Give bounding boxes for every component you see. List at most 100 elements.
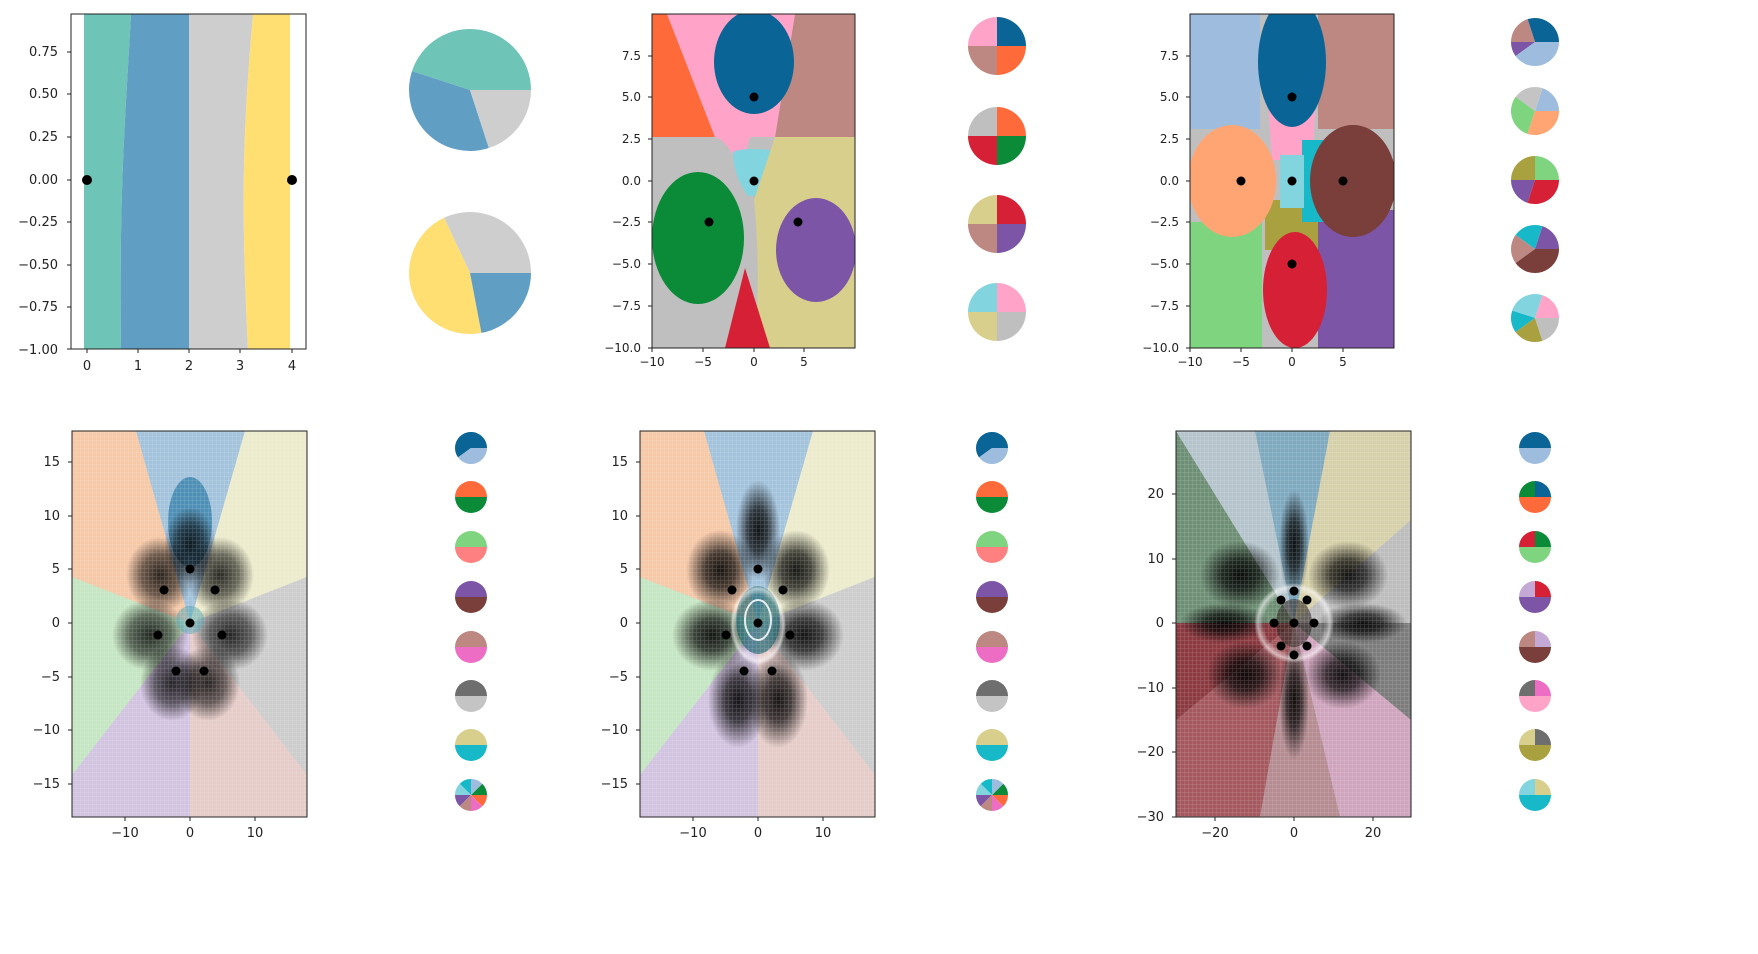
y-tick-label: −5.0 [1150, 257, 1179, 271]
legend-pie [1519, 680, 1551, 712]
pie-slice [1535, 680, 1551, 696]
y-tick-label: −10 [33, 723, 60, 738]
legend-pie [976, 481, 1008, 513]
legend-pie [1519, 531, 1551, 563]
y-tick-label: 2.5 [622, 132, 641, 146]
pie-slice [1519, 745, 1551, 761]
data-point [1276, 595, 1286, 605]
x-tick-label: 5 [1339, 355, 1347, 369]
pie-slice [1511, 42, 1535, 57]
legend-pie [1510, 86, 1559, 136]
pie-slice [1511, 156, 1535, 180]
data-point [749, 176, 759, 186]
legend-pie [1511, 17, 1559, 67]
pie-slice [1527, 17, 1559, 42]
pie-slice [997, 17, 1026, 46]
pie-slice [1535, 631, 1551, 647]
pie-slice [455, 481, 487, 497]
y-tick-label: −2.5 [612, 215, 641, 229]
plot-area [1176, 431, 1411, 817]
pie-slice [455, 783, 471, 795]
legend-pie [1510, 293, 1559, 343]
pie-slice [976, 547, 1008, 563]
data-point [153, 630, 163, 640]
x-tick-label: −10 [679, 826, 706, 841]
data-point [727, 585, 737, 595]
data-point [82, 175, 92, 185]
data-point [721, 630, 731, 640]
pie-slice [1527, 180, 1559, 205]
x-tick-label: 1 [134, 359, 142, 374]
pie-slice [997, 46, 1026, 75]
pie-slice [470, 90, 531, 149]
pie-slice [455, 795, 471, 807]
legend-pie [1519, 729, 1551, 761]
pie-slice [1515, 318, 1543, 343]
pie-slice [1535, 295, 1559, 318]
pie-slice [455, 597, 487, 613]
y-tick-label: 5.0 [622, 90, 641, 104]
pie-slice [455, 431, 487, 458]
y-tick-label: −15 [33, 777, 60, 792]
data-point [753, 564, 763, 574]
legend-pie [409, 212, 531, 334]
legend-pie [976, 680, 1008, 712]
x-axis: −10 −5 0 5 [1177, 348, 1347, 369]
pie-slice [1535, 481, 1551, 497]
y-tick-label: 20 [1147, 487, 1164, 502]
y-tick-label: −0.75 [18, 300, 58, 315]
legend-pie [976, 531, 1008, 563]
pie-slice [968, 224, 997, 253]
pie-slice [455, 745, 487, 761]
y-tick-label: 0 [620, 616, 628, 631]
y-tick-label: 10 [43, 509, 60, 524]
data-point [1287, 176, 1297, 186]
pie-slice [976, 696, 1008, 712]
plot-area [71, 14, 306, 349]
y-axis: 15 10 5 0 −5 −10 −15 [33, 455, 72, 792]
legend-pie [455, 779, 487, 811]
pie-slice [1535, 531, 1551, 547]
panel-4: 15 10 5 0 −5 −10 −15 −10 0 10 [33, 430, 308, 841]
pie-slice [976, 481, 1008, 497]
plot-area [72, 431, 307, 817]
pie-slice [1515, 42, 1559, 67]
panel-1: 0.75 0.50 0.25 0.00 −0.25 −0.50 −0.75 −1… [18, 13, 307, 374]
pie-slice [455, 647, 487, 663]
y-axis: 7.5 5.0 2.5 0.0 −2.5 −5.0 −7.5 −10.0 [604, 49, 652, 355]
data-point [785, 630, 795, 640]
legend-pie [968, 283, 1026, 341]
data-point [217, 630, 227, 640]
pie-slice [980, 779, 992, 795]
panel-5: 15 10 5 0 −5 −10 −15 −10 0 10 [601, 430, 876, 841]
y-tick-label: 0.50 [29, 87, 58, 102]
pie-slice [409, 217, 482, 334]
panel-2: 7.5 5.0 2.5 0.0 −2.5 −5.0 −7.5 −10.0 −10… [604, 13, 856, 369]
pie-slice [980, 795, 992, 811]
pie-slice [455, 497, 487, 513]
legend-pie [1519, 581, 1551, 613]
pie-slice [1511, 19, 1535, 42]
data-point [1276, 641, 1286, 651]
pie-slice [1519, 631, 1535, 647]
pie-slice [976, 431, 1008, 458]
legend-pie [976, 729, 1008, 761]
x-tick-label: 20 [1365, 826, 1382, 841]
pie-slice [471, 783, 487, 795]
plot-area [1190, 14, 1394, 348]
pie-slice [968, 107, 997, 136]
x-tick-label: 0 [83, 359, 91, 374]
legend-pies [409, 17, 1559, 811]
pie-slice [992, 779, 1004, 795]
pie-slice [411, 29, 531, 91]
legend-pie [455, 431, 487, 464]
pie-slice [976, 680, 1008, 696]
data-point [210, 585, 220, 595]
pie-slice [1535, 156, 1559, 180]
pie-slice [992, 795, 1004, 811]
pie-slice [1519, 680, 1535, 696]
y-tick-label: 7.5 [1160, 49, 1179, 63]
legend-pie [1511, 156, 1559, 205]
x-tick-label: −10 [111, 826, 138, 841]
y-tick-label: 0.00 [29, 173, 58, 188]
